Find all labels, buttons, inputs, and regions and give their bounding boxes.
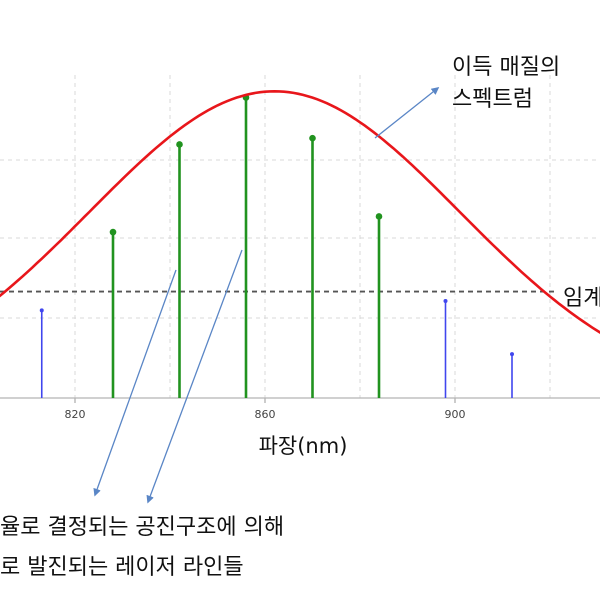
x-tick-label: 820	[65, 408, 86, 421]
grid	[0, 75, 600, 398]
annotation-arrows	[93, 87, 440, 504]
sub-threshold-line-tip	[510, 352, 514, 357]
lasing-line-tip	[309, 134, 316, 142]
gain-spectrum-label-line2: 스펙트럼	[452, 87, 533, 112]
gain-spectrum-label-line1: 이득 매질의	[452, 55, 560, 80]
annotation-arrow-2	[146, 249, 243, 504]
lasing-line-tip	[109, 228, 117, 236]
x-tick-label: 860	[255, 408, 276, 421]
x-ticks: 820 860 900	[65, 398, 466, 421]
laser-lines-label-line2: 로 발진되는 레이저 라인들	[0, 555, 244, 580]
annotation-arrow-0	[374, 87, 440, 139]
gain-spectrum-curve	[0, 89, 600, 334]
threshold-label: 임계	[563, 286, 600, 311]
x-tick-label: 900	[445, 408, 466, 421]
x-axis-title: 파장(nm)	[259, 434, 348, 458]
annotation-arrow-1	[93, 269, 177, 497]
laser-lines-label-line1: 율로 결정되는 공진구조에 의해	[0, 515, 284, 540]
sub-threshold-line-tip	[39, 308, 44, 313]
spectral-lines	[39, 94, 514, 398]
lasing-line-tip	[176, 141, 183, 148]
lasing-line-tip	[375, 213, 383, 220]
sub-threshold-line-tip	[443, 298, 448, 303]
